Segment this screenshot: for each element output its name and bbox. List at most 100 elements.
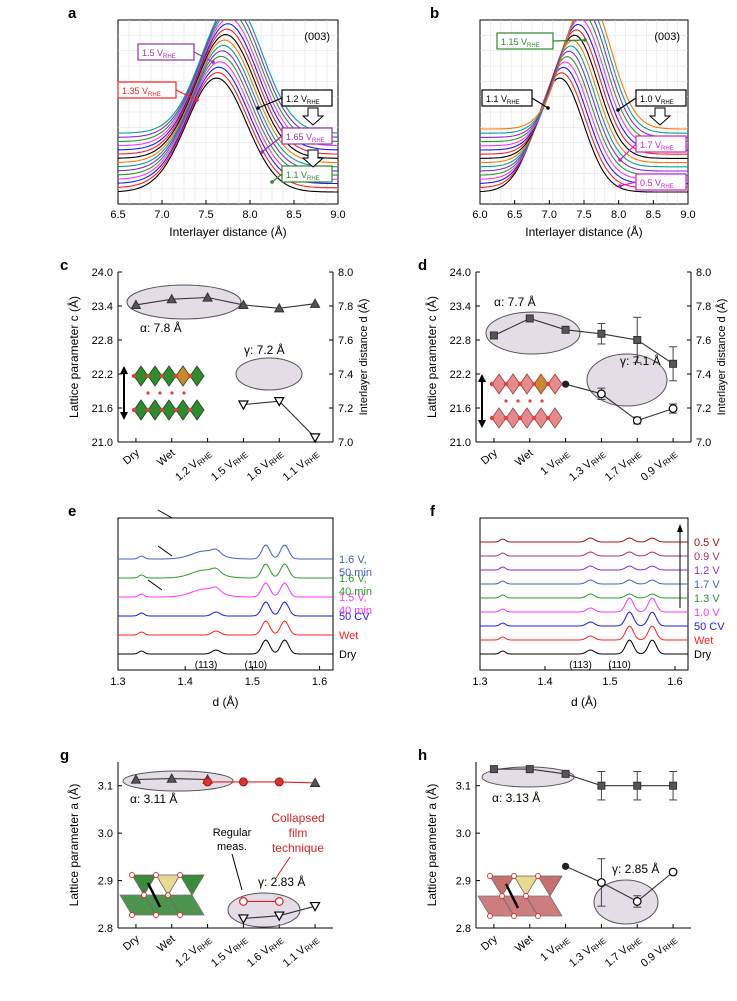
- x-tick-label: Wet: [513, 447, 536, 469]
- atom: [177, 872, 183, 878]
- x-tick-label: Dry: [479, 933, 500, 954]
- data-marker: [237, 400, 249, 411]
- trace-label: 50 CV: [694, 621, 725, 633]
- data-marker: [239, 897, 248, 906]
- oxygen-atom: [145, 407, 151, 413]
- x-tick-label: 1.5: [602, 676, 617, 688]
- y-tick-label: 3.1: [456, 781, 471, 793]
- oxygen-atom: [131, 407, 137, 413]
- water-atom: [146, 391, 150, 395]
- gamma-label: γ: 2.83 Å: [258, 874, 305, 889]
- xrd-trace: [480, 593, 688, 599]
- atom: [511, 873, 517, 879]
- plot-title: (003): [304, 31, 330, 43]
- data-marker: [489, 765, 498, 774]
- oxygen-atom: [173, 373, 179, 379]
- x-tick-label: 0.9 VRHE: [639, 447, 680, 484]
- group-ellipse: [126, 284, 242, 320]
- annotation-arrowhead: [256, 106, 260, 110]
- x-tick-label: 1.3 VRHE: [567, 447, 608, 484]
- crystal-structure-image: [478, 373, 563, 429]
- data-marker: [561, 380, 570, 388]
- xrd-trace: [480, 579, 688, 585]
- data-marker: [632, 416, 642, 425]
- annotation-arrowhead: [618, 158, 622, 162]
- data-marker: [309, 298, 321, 308]
- y2-tick-label: 7.6: [338, 335, 353, 347]
- x-tick-label: 1.2 VRHE: [173, 933, 214, 970]
- y2-tick-label: 8.0: [338, 267, 353, 279]
- y-tick-label: 22.8: [92, 335, 113, 347]
- octahedron: [547, 373, 563, 395]
- x-tick-label: 1.7 VRHE: [603, 933, 644, 970]
- panel-f: f 1.3 1.4 1.5 1.6 d (Å) Dry Wet 50 CV 1.0 V 1.3 V 1…: [430, 503, 725, 709]
- trace-label: 1.3 V: [694, 593, 720, 605]
- data-marker: [238, 777, 248, 787]
- spectrum-trace: [480, 50, 688, 172]
- triangle-face: [179, 874, 205, 896]
- y-tick-label: 24.0: [450, 267, 471, 279]
- peak-label: (113): [195, 660, 218, 671]
- water-atom: [170, 391, 174, 395]
- spectrum-trace: [480, 20, 688, 130]
- data-marker: [203, 777, 213, 787]
- x-tick-label: 1.5: [245, 676, 260, 688]
- triangle-face: [167, 894, 205, 916]
- peak-label: (110): [608, 660, 631, 671]
- oxygen-atom: [503, 415, 509, 421]
- x-tick-label: 1.2 VRHE: [173, 447, 214, 484]
- xrd-trace: [480, 625, 688, 641]
- x-tick-label: 1.7 VRHE: [603, 447, 644, 484]
- alpha-label: α: 3.11 Å: [130, 791, 177, 806]
- oxygen-atom: [531, 415, 537, 421]
- gamma-label: γ: 7.2 Å: [244, 342, 285, 357]
- alpha-label: α: 7.8 Å: [140, 320, 182, 335]
- data-marker: [669, 359, 678, 368]
- water-atom: [540, 399, 544, 403]
- y-tick-label: 2.8: [98, 923, 113, 935]
- trace-label: Dry: [694, 649, 712, 661]
- panel-g: g 2.8 2.9 3.0 3.1 Lattice parameter a (Å) Dry W…: [60, 747, 333, 970]
- annotation-arrowhead: [270, 180, 274, 184]
- alpha-label: α: 3.13 Å: [492, 790, 540, 805]
- gamma-label: γ: 7.1 Å: [620, 353, 661, 368]
- oxygen-atom: [131, 373, 137, 379]
- oxygen-atom: [489, 381, 495, 387]
- data-marker: [561, 769, 570, 778]
- atom: [153, 872, 159, 878]
- annotation-arrow: [531, 97, 549, 109]
- xrd-trace: [480, 537, 688, 543]
- data-marker: [633, 781, 642, 790]
- data-marker: [309, 901, 321, 912]
- xrd-trace: [480, 611, 688, 627]
- group-ellipse: [586, 353, 668, 407]
- x-tick-label: Wet: [155, 447, 178, 469]
- annotation-arrow: [552, 39, 586, 42]
- annotation-arrow: [261, 135, 283, 153]
- panel-letter: g: [60, 747, 69, 764]
- y-axis-label: Lattice parameter a (Å): [424, 784, 439, 907]
- spectrum-trace: [480, 29, 688, 155]
- data-marker: [130, 774, 142, 784]
- annotation-arrowhead: [211, 60, 215, 64]
- annotation-arrowhead: [618, 184, 622, 188]
- x-tick-label: 7.0: [542, 209, 557, 221]
- annotation-arrow: [193, 51, 214, 63]
- x-axis-label: d (Å): [571, 694, 597, 709]
- trace-label: Wet: [339, 630, 358, 642]
- data-marker: [273, 302, 285, 313]
- data-marker: [238, 299, 249, 309]
- triangle-face: [525, 895, 563, 917]
- data-marker: [668, 867, 678, 877]
- y-axis-label: Lattice parameter a (Å): [66, 784, 81, 907]
- trace-label: 1.6 V,: [339, 573, 367, 585]
- trend-arrow: [157, 545, 173, 557]
- annotation-arrowhead: [583, 38, 587, 42]
- x-tick-label: 1.6 VRHE: [245, 447, 286, 484]
- spectrum-trace: [118, 20, 338, 134]
- series-line: [565, 865, 674, 903]
- data-marker: [525, 314, 534, 323]
- data-marker: [166, 293, 178, 304]
- panel-letter: a: [68, 5, 77, 22]
